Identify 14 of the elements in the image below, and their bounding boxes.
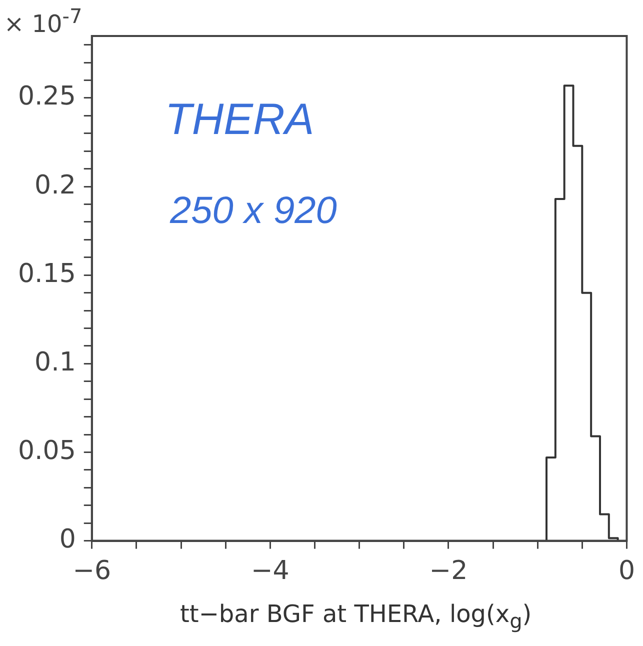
x-axis-title: tt−bar BGF at THERA, log(x$_{g}$) (180, 600, 532, 633)
y-tick-label: 0 (59, 524, 76, 555)
x-tick-label: 0 (618, 556, 635, 586)
y-tick-label: 0.05 (18, 436, 76, 466)
y-tick-label: 0.1 (34, 347, 76, 378)
x-tick-label: −2 (429, 556, 468, 586)
annotation: 250 x 920 (170, 190, 337, 233)
x-tick-label: −4 (251, 556, 290, 586)
y-tick-label: 0.25 (18, 82, 76, 112)
y-tick-label: 0.15 (18, 258, 76, 289)
y-tick-label: 0.2 (34, 170, 76, 200)
text: × 10$^{-7}$ (4, 4, 82, 38)
annotation: THERA (165, 95, 314, 145)
x-tick-label: −6 (72, 556, 112, 586)
